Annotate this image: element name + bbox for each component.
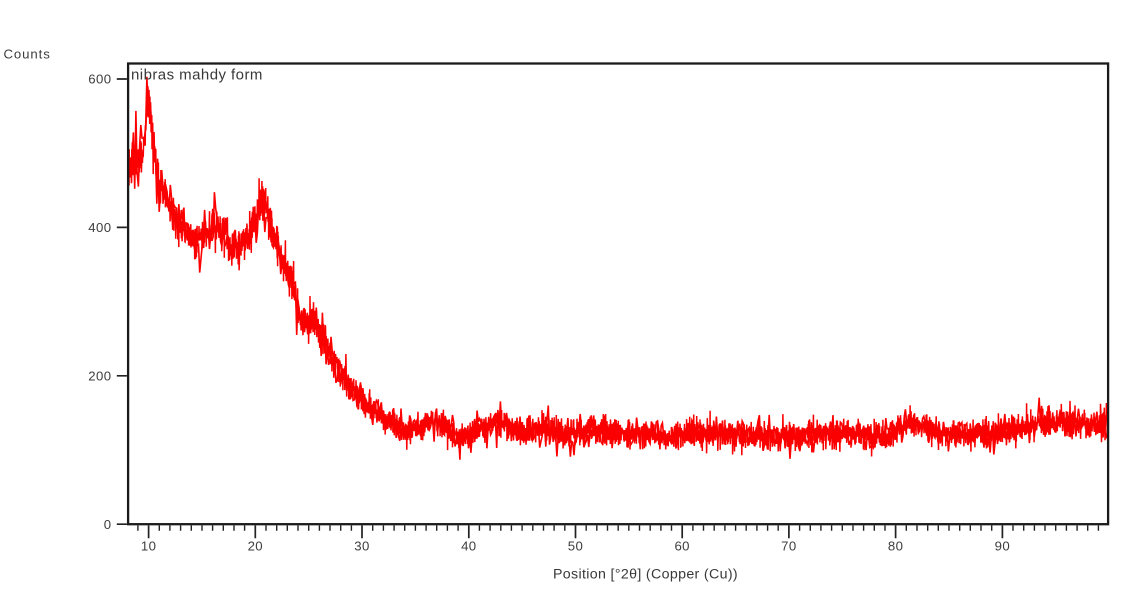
svg-text:90: 90 — [995, 539, 1010, 554]
svg-text:40: 40 — [461, 539, 476, 554]
svg-text:50: 50 — [568, 539, 583, 554]
svg-text:nibras mahdy form: nibras mahdy form — [131, 66, 263, 83]
svg-text:30: 30 — [354, 539, 369, 554]
svg-text:Counts: Counts — [4, 47, 51, 62]
svg-text:Position [°2θ] (Copper (Cu)): Position [°2θ] (Copper (Cu)) — [553, 567, 738, 583]
svg-text:600: 600 — [88, 72, 111, 87]
svg-text:10: 10 — [141, 539, 156, 554]
svg-text:60: 60 — [674, 539, 689, 554]
svg-text:400: 400 — [88, 220, 111, 235]
svg-text:20: 20 — [248, 539, 263, 554]
svg-text:70: 70 — [781, 539, 796, 554]
svg-text:80: 80 — [888, 539, 903, 554]
svg-text:0: 0 — [104, 517, 112, 532]
svg-text:200: 200 — [88, 368, 111, 383]
